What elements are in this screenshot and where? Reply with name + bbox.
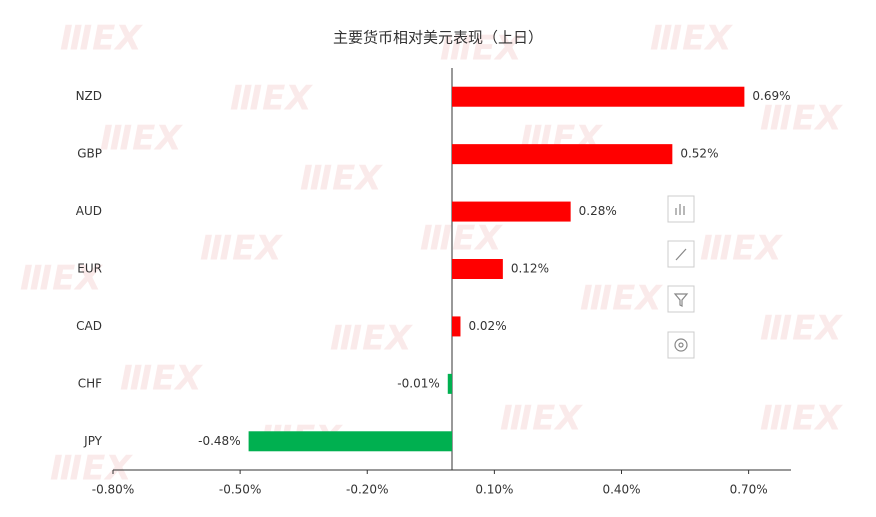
bar (248, 431, 452, 452)
value-label: 0.02% (468, 319, 506, 333)
y-tick-label: NZD (76, 89, 102, 103)
bar (452, 144, 673, 165)
bar (452, 259, 503, 279)
svg-text:ⅢEX: ⅢEX (20, 259, 103, 299)
x-tick-label: 0.40% (602, 483, 640, 497)
svg-text:ⅢEX: ⅢEX (760, 399, 843, 439)
x-tick-label: 0.70% (730, 483, 768, 497)
svg-text:ⅢEX: ⅢEX (760, 309, 843, 349)
y-tick-label: CHF (78, 376, 102, 390)
y-tick-label: EUR (77, 262, 102, 276)
value-label: 0.28% (579, 204, 617, 218)
svg-text:ⅢEX: ⅢEX (300, 159, 383, 199)
x-tick-label: 0.10% (475, 483, 513, 497)
bar (447, 373, 452, 394)
svg-text:ⅢEX: ⅢEX (580, 279, 663, 319)
svg-text:ⅢEX: ⅢEX (50, 449, 133, 489)
svg-text:ⅢEX: ⅢEX (200, 229, 283, 269)
x-tick-label: -0.80% (92, 483, 134, 497)
bar (452, 201, 571, 222)
toolbar (667, 195, 695, 359)
value-label: 0.12% (511, 262, 549, 276)
svg-text:ⅢEX: ⅢEX (500, 399, 583, 439)
svg-text:ⅢEX: ⅢEX (760, 99, 843, 139)
svg-text:ⅢEX: ⅢEX (700, 229, 783, 269)
chart-title: 主要货币相对美元表现（上日） (333, 29, 543, 47)
x-tick-label: -0.50% (219, 483, 261, 497)
tool-data-view[interactable] (667, 195, 695, 223)
svg-text:ⅢEX: ⅢEX (100, 119, 183, 159)
tool-pen[interactable] (667, 240, 695, 268)
svg-text:ⅢEX: ⅢEX (230, 79, 313, 119)
svg-text:ⅢEX: ⅢEX (420, 219, 503, 259)
value-label: 0.52% (680, 147, 718, 161)
svg-text:ⅢEX: ⅢEX (650, 19, 733, 59)
watermarks: ⅢEX ⅢEX ⅢEX ⅢEX ⅢEX ⅢEX ⅢEX ⅢEX ⅢEX ⅢEX ⅢEX ⅢE… (20, 19, 843, 489)
value-label: 0.69% (752, 89, 790, 103)
bar (452, 316, 461, 337)
svg-text:ⅢEX: ⅢEX (120, 359, 203, 399)
y-tick-label: CAD (76, 319, 102, 333)
svg-text:ⅢEX: ⅢEX (330, 319, 413, 359)
svg-text:ⅢEX: ⅢEX (60, 19, 143, 59)
y-tick-label: GBP (77, 147, 102, 161)
tool-filter[interactable] (667, 285, 695, 313)
value-label: -0.48% (198, 434, 240, 448)
svg-text:ⅢEX: ⅢEX (440, 29, 523, 69)
bar (452, 86, 745, 107)
tool-settings[interactable] (667, 331, 695, 359)
y-tick-label: JPY (83, 434, 103, 448)
y-tick-label: AUD (76, 204, 102, 218)
x-tick-label: -0.20% (346, 483, 388, 497)
value-label: -0.01% (397, 376, 439, 390)
